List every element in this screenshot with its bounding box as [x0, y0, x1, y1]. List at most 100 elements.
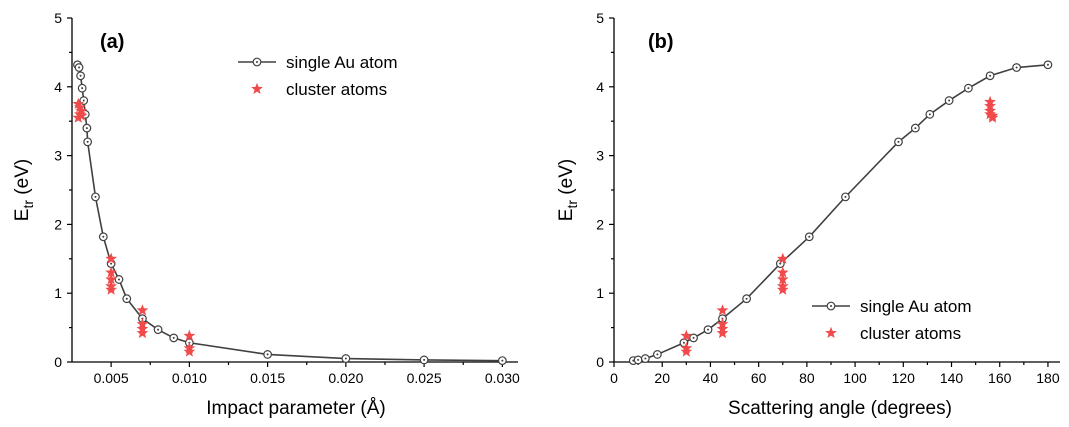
x-tick-label: 120	[892, 370, 916, 386]
x-tick-label: 100	[843, 370, 867, 386]
data-point-center	[1046, 63, 1049, 66]
data-point-center	[745, 297, 748, 300]
data-point-center	[914, 127, 917, 130]
data-point-cluster-atom	[680, 329, 693, 341]
data-point-center	[1015, 66, 1018, 69]
data-point-cluster-atom	[72, 111, 85, 123]
x-tick-label: 40	[703, 370, 719, 386]
x-tick-label: 80	[799, 370, 815, 386]
legend-star-symbol	[825, 326, 837, 339]
x-axis-title: Scattering angle (degrees)	[728, 398, 952, 419]
data-point-center	[117, 278, 120, 281]
data-point-cluster-atom	[75, 109, 88, 121]
x-tick-label: 0.005	[94, 370, 129, 386]
data-point-center	[897, 140, 900, 143]
data-point-center	[81, 87, 84, 90]
y-tick-label: 1	[596, 285, 604, 301]
data-point-center	[86, 140, 89, 143]
y-tick-label: 5	[54, 10, 62, 26]
y-tick-label: 5	[596, 10, 604, 26]
y-tick-label: 2	[596, 216, 604, 232]
data-point-cluster-atom	[776, 252, 789, 264]
panel-label: (a)	[100, 31, 124, 53]
data-point-center	[644, 357, 647, 360]
data-point-cluster-atom	[716, 304, 729, 316]
x-tick-label: 0.015	[250, 370, 285, 386]
data-point-center	[172, 336, 175, 339]
legend-circle-center	[830, 305, 832, 307]
data-point-cluster-atom	[105, 273, 118, 285]
data-point-cluster-atom	[776, 283, 789, 295]
y-axis-title: Etr (eV)	[556, 159, 580, 221]
legend-entry-label: single Au atom	[286, 53, 398, 72]
y-tick-label: 3	[54, 148, 62, 164]
data-point-center	[656, 353, 659, 356]
data-point-cluster-atom	[105, 266, 118, 278]
x-tick-label: 0.030	[485, 370, 520, 386]
data-point-center	[110, 262, 113, 265]
x-tick-label: 20	[654, 370, 670, 386]
data-point-center	[707, 328, 710, 331]
x-tick-label: 140	[940, 370, 964, 386]
legend-entry-label: cluster atoms	[860, 324, 961, 343]
data-point-center	[423, 358, 426, 361]
y-axis-title: Etr (eV)	[12, 159, 36, 221]
y-tick-label: 2	[54, 216, 62, 232]
x-tick-label: 0	[610, 370, 618, 386]
panel-a: 0 1 2 3 4 5 0.005 0.010 0.015 0.020 0.025 0.030 Impa…	[12, 10, 520, 419]
panel-label: (b)	[648, 31, 674, 53]
data-point-center	[682, 341, 685, 344]
y-tick-label: 0	[596, 354, 604, 370]
data-point-cluster-atom	[680, 345, 693, 357]
data-point-center	[125, 297, 128, 300]
y-tick-label: 3	[596, 148, 604, 164]
data-point-center	[501, 359, 504, 362]
data-point-cluster-atom	[183, 345, 196, 357]
data-point-cluster-atom	[136, 304, 149, 316]
data-point-center	[948, 99, 951, 102]
panel-b: 0 1 2 3 4 5 0 20 40 60 80 100 120 140 160 180 Scattering…	[556, 10, 1060, 419]
data-point-center	[157, 328, 160, 331]
x-tick-label: 0.010	[172, 370, 207, 386]
data-point-center	[266, 353, 269, 356]
legend-star-symbol	[251, 82, 263, 95]
y-tick-label: 1	[54, 285, 62, 301]
data-point-center	[82, 99, 85, 102]
data-point-cluster-atom	[986, 109, 999, 121]
data-point-center	[844, 195, 847, 198]
x-tick-label: 0.025	[407, 370, 442, 386]
data-point-center	[928, 113, 931, 116]
data-point-center	[637, 358, 640, 361]
legend: single Au atom cluster atoms	[238, 53, 398, 99]
data-point-cluster-atom	[105, 252, 118, 264]
y-tick-label: 0	[54, 354, 62, 370]
x-tick-label: 60	[751, 370, 767, 386]
data-point-cluster-atom	[716, 326, 729, 339]
x-tick-label: 0.020	[328, 370, 363, 386]
data-point-cluster-atom	[183, 329, 196, 341]
x-tick-label: 160	[988, 370, 1012, 386]
legend-entry-label: single Au atom	[860, 297, 972, 316]
x-tick-label: 180	[1036, 370, 1060, 386]
x-axis-title: Impact parameter (Å)	[206, 398, 386, 419]
data-point-center	[344, 357, 347, 360]
legend-circle-center	[256, 61, 258, 63]
y-tick-label: 4	[54, 79, 62, 95]
data-point-center	[79, 74, 82, 77]
data-point-center	[78, 66, 81, 69]
legend: single Au atom cluster atoms	[812, 297, 972, 343]
data-point-center	[102, 235, 105, 238]
y-tick-label: 4	[596, 79, 604, 95]
data-point-center	[692, 336, 695, 339]
data-point-center	[85, 127, 88, 130]
data-point-cluster-atom	[73, 101, 86, 113]
legend-entry-label: cluster atoms	[286, 80, 387, 99]
data-point-cluster-atom	[776, 266, 789, 278]
data-point-center	[808, 235, 811, 238]
data-point-cluster-atom	[105, 283, 118, 295]
data-point-cluster-atom	[72, 97, 85, 110]
data-point-center	[967, 87, 970, 90]
data-point-center	[989, 74, 992, 77]
data-point-cluster-atom	[136, 326, 149, 339]
